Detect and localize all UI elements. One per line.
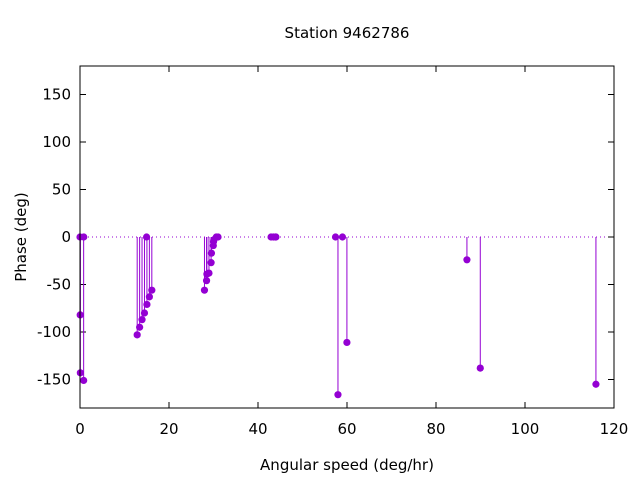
plot-border bbox=[79, 65, 615, 409]
x-tick-label: 60 bbox=[337, 420, 356, 438]
data-point bbox=[200, 286, 209, 294]
data-point bbox=[205, 269, 213, 277]
y-tick-label: -100 bbox=[37, 323, 71, 341]
x-tick-label: 80 bbox=[426, 420, 445, 438]
data-point bbox=[331, 233, 340, 241]
data-point bbox=[343, 338, 351, 347]
data-point bbox=[214, 233, 222, 241]
x-tick-label: 20 bbox=[159, 420, 178, 438]
chart-title: Station 9462786 bbox=[285, 24, 410, 42]
data-point bbox=[80, 376, 88, 385]
y-tick-label: 50 bbox=[52, 181, 71, 199]
data-point bbox=[140, 309, 149, 317]
data-point bbox=[207, 249, 216, 257]
y-tick-label: 100 bbox=[42, 133, 71, 151]
data-point bbox=[133, 331, 141, 339]
plot-layer: -150 -100 -50 0 50 100 150 0 20 40 60 80 100 120 bbox=[37, 65, 629, 438]
y-tick-label: -150 bbox=[37, 371, 71, 389]
data-point bbox=[143, 300, 151, 309]
data-point bbox=[138, 316, 146, 324]
data-point bbox=[476, 364, 484, 372]
data-point bbox=[145, 293, 153, 301]
y-tick-label: -50 bbox=[47, 276, 72, 294]
data-point bbox=[148, 286, 156, 294]
data-point bbox=[80, 233, 88, 241]
data-point bbox=[334, 391, 342, 399]
y-axis-label: Phase (deg) bbox=[12, 192, 30, 282]
x-tick-label: 120 bbox=[600, 420, 629, 438]
data-point bbox=[207, 259, 215, 267]
x-tick-label: 40 bbox=[248, 420, 267, 438]
y-tick-label: 150 bbox=[42, 86, 71, 104]
data-point bbox=[592, 380, 600, 388]
data-point bbox=[142, 233, 151, 241]
y-tick-label: 0 bbox=[61, 228, 71, 246]
x-axis-label: Angular speed (deg/hr) bbox=[260, 456, 434, 474]
x-tick-label: 100 bbox=[511, 420, 540, 438]
data-point bbox=[338, 233, 347, 241]
x-tick-label: 0 bbox=[75, 420, 85, 438]
data-point bbox=[136, 323, 144, 331]
data-point bbox=[272, 233, 280, 241]
data-point bbox=[463, 256, 471, 264]
data-point bbox=[202, 277, 211, 285]
